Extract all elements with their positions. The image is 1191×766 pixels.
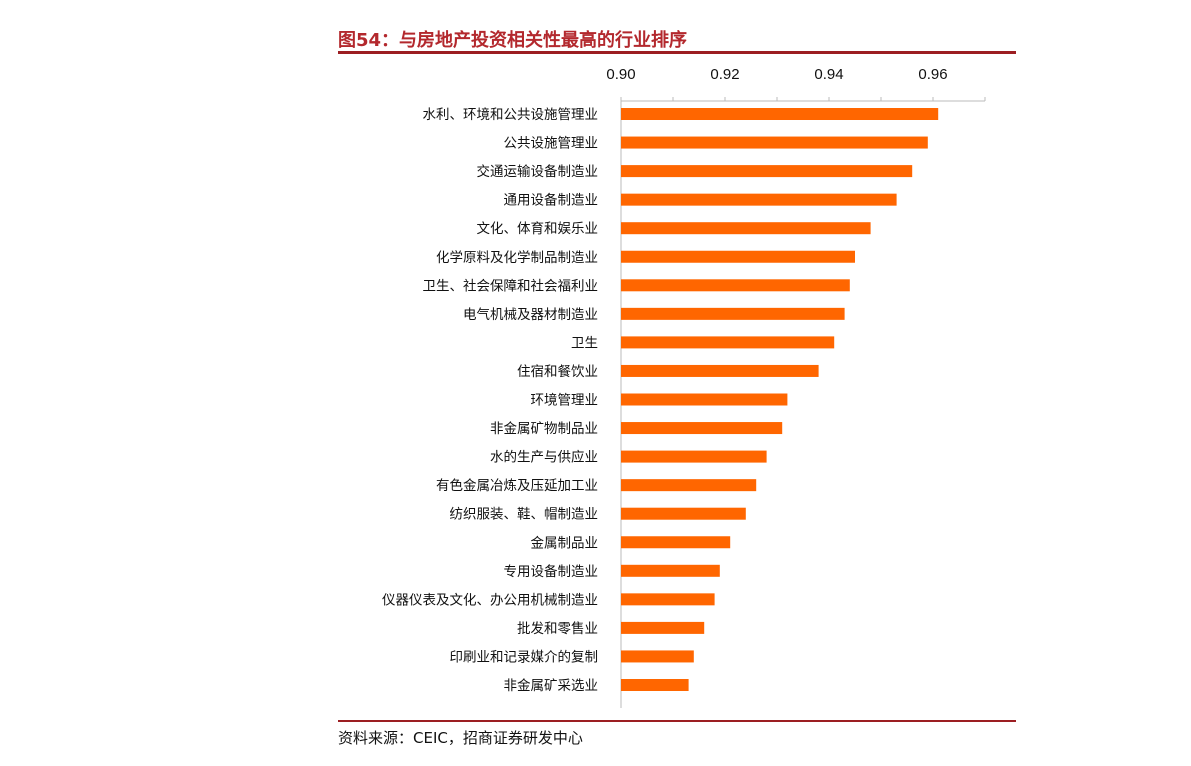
category-label: 印刷业和记录媒介的复制 <box>450 648 599 665</box>
bar <box>621 593 715 606</box>
category-label: 水利、环境和公共设施管理业 <box>423 107 599 123</box>
category-label: 交通运输设备制造业 <box>477 163 599 180</box>
x-tick-label: 0.94 <box>814 66 843 83</box>
bar <box>621 679 689 691</box>
bar <box>621 279 850 292</box>
bar <box>621 536 731 549</box>
bar <box>621 479 757 492</box>
x-tick-label: 0.92 <box>710 66 739 83</box>
x-tick-label: 0.90 <box>606 66 635 83</box>
source-note: 资料来源：CEIC，招商证券研发中心 <box>338 729 583 747</box>
bar <box>621 564 720 577</box>
category-label: 专用设备制造业 <box>504 563 599 580</box>
title-divider <box>338 51 1016 54</box>
bar <box>621 650 694 663</box>
bar <box>621 108 939 120</box>
category-label: 公共设施管理业 <box>504 136 599 152</box>
bar <box>621 165 913 178</box>
x-tick-label: 0.96 <box>918 66 947 83</box>
category-label: 非金属矿物制品业 <box>490 421 598 437</box>
category-label: 非金属矿采选业 <box>504 678 599 694</box>
bar <box>621 364 819 377</box>
category-label: 环境管理业 <box>531 393 599 409</box>
chart-title: 图54：与房地产投资相关性最高的行业排序 <box>338 30 688 51</box>
bar <box>621 422 783 435</box>
category-label: 有色金属冶炼及压延加工业 <box>436 477 598 494</box>
bar <box>621 250 855 263</box>
category-label: 金属制品业 <box>531 535 599 551</box>
category-label: 纺织服装、鞋、帽制造业 <box>450 507 599 523</box>
bar <box>621 222 871 235</box>
bar <box>621 393 788 406</box>
category-label: 通用设备制造业 <box>504 192 599 209</box>
category-label: 住宿和餐饮业 <box>517 363 598 380</box>
category-label: 电气机械及器材制造业 <box>463 307 598 323</box>
bar <box>621 450 767 463</box>
category-label: 卫生、社会保障和社会福利业 <box>423 278 599 294</box>
bar <box>621 193 897 206</box>
category-label: 仪器仪表及文化、办公用机械制造业 <box>382 592 598 608</box>
bar <box>621 136 928 149</box>
category-label: 卫生 <box>571 335 598 351</box>
category-label: 化学原料及化学制品制造业 <box>436 250 598 266</box>
category-label: 批发和零售业 <box>517 621 598 637</box>
bar <box>621 621 705 634</box>
category-label: 水的生产与供应业 <box>490 449 598 466</box>
bar <box>621 336 835 349</box>
bar <box>621 507 746 520</box>
footer-divider <box>338 720 1016 722</box>
bar <box>621 307 845 320</box>
category-label: 文化、体育和娱乐业 <box>477 221 599 237</box>
